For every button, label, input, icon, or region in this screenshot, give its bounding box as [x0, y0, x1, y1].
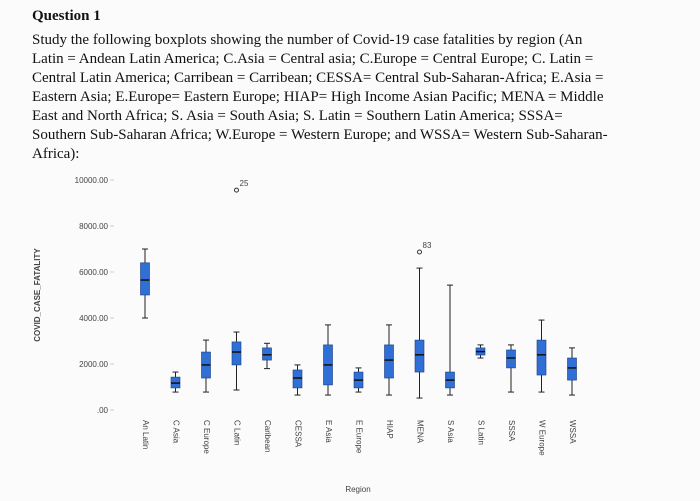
box [292, 369, 303, 389]
outlier [234, 187, 239, 193]
box [140, 262, 150, 296]
y-tick-label: 4000.00 [79, 314, 108, 323]
x-tick-label: HIAP [385, 420, 394, 439]
question-line: Eastern Asia; E.Europe= Eastern Europe; … [32, 89, 604, 105]
question-title: Question 1 [32, 8, 101, 24]
x-tick-label: W Europe [537, 420, 546, 456]
outlier-label: 25 [240, 179, 249, 188]
x-tick-label: S Asia [446, 420, 455, 443]
x-tick-label: E Asia [324, 420, 333, 443]
x-tick-label: C Europe [202, 420, 211, 454]
y-tick-label: 10000.00 [75, 176, 109, 185]
x-tick-label: C Latin [232, 420, 241, 445]
question-line: Southern Sub-Saharan Africa; W.Europe = … [32, 127, 608, 143]
box [262, 347, 272, 361]
x-axis-title: Region [345, 485, 370, 494]
x-tick-label: MENA [415, 420, 424, 444]
y-tick-label: 8000.00 [79, 222, 108, 231]
y-tick-label: 6000.00 [79, 268, 108, 277]
x-tick-label: CESSA [293, 420, 302, 448]
x-tick-label: E Europe [354, 420, 363, 454]
question-line: Study the following boxplots showing the… [32, 32, 583, 48]
box [231, 341, 242, 366]
x-tick-label: An Latin [141, 420, 150, 449]
question-line: Central Latin America; Carribean = Carri… [32, 70, 603, 86]
box [414, 339, 425, 373]
box [384, 344, 394, 379]
x-tick-label: C Asia [171, 420, 180, 444]
x-tick-label: Caribean [263, 420, 272, 452]
y-tick-label: .00 [97, 406, 109, 415]
question-line: Africa): [32, 146, 79, 162]
box [506, 349, 516, 369]
box [567, 357, 577, 381]
question-line: East and North Africa; S. Asia = South A… [32, 108, 563, 124]
x-tick-label: S Latin [476, 420, 485, 445]
outlier [417, 249, 422, 255]
outlier-label: 83 [423, 241, 432, 250]
x-tick-label: WSSA [568, 420, 577, 444]
box [536, 339, 547, 376]
x-tick-label: SSSA [507, 420, 516, 442]
y-tick-label: 2000.00 [79, 360, 108, 369]
y-axis-title: COVID_CASE_FATALITY [33, 248, 42, 342]
question-line: Latin = Andean Latin America; C.Asia = C… [32, 51, 593, 67]
